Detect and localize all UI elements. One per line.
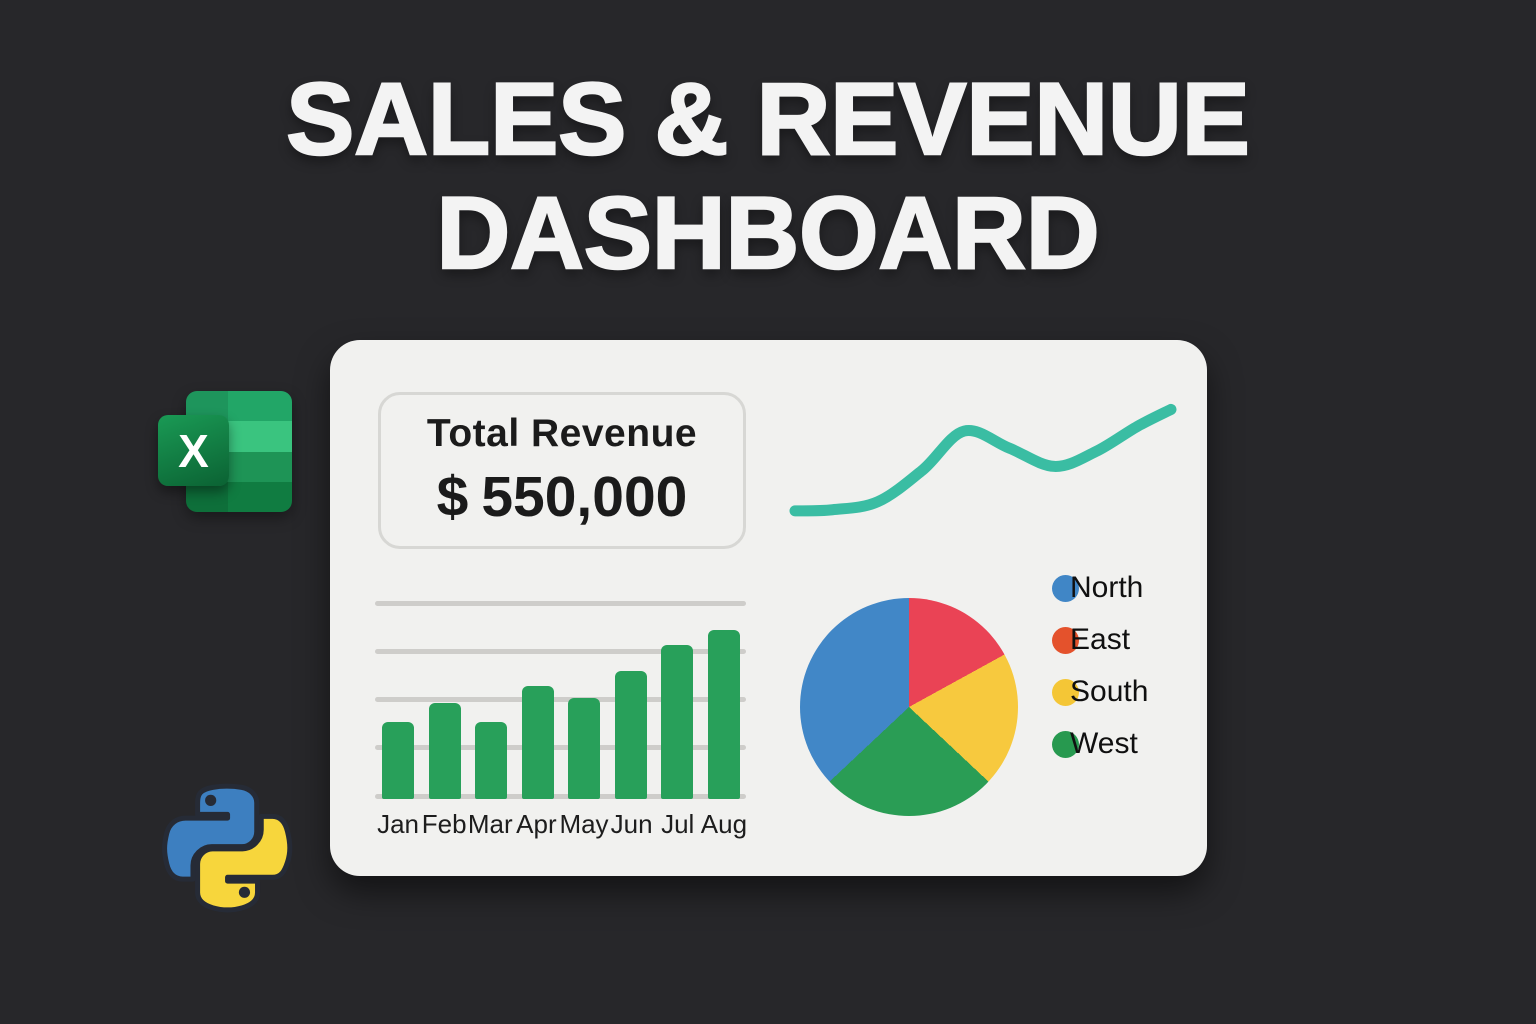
legend-dot-north bbox=[1052, 574, 1079, 602]
bar-cell-may bbox=[561, 603, 608, 799]
bar-chart-month-labels: Jan Feb Mar Apr May Jun Jul Aug bbox=[375, 809, 747, 840]
gridline-1 bbox=[375, 600, 746, 606]
legend-row-west: West bbox=[1052, 718, 1148, 770]
gridline-4 bbox=[375, 745, 746, 751]
bar-apr bbox=[521, 685, 554, 799]
pie-legend: North East South West bbox=[1052, 562, 1148, 770]
legend-dot-south bbox=[1052, 678, 1079, 706]
legend-label-west: West bbox=[1070, 727, 1138, 760]
bar-feb bbox=[428, 702, 461, 799]
x-label-jul: Jul bbox=[661, 809, 695, 839]
regional-share-pie-chart bbox=[800, 598, 1018, 816]
legend-dot-west bbox=[1052, 730, 1079, 758]
legend-row-north: North bbox=[1052, 562, 1148, 614]
gridline-3 bbox=[375, 697, 746, 702]
gridline-2 bbox=[375, 648, 746, 654]
x-label-jun: Jun bbox=[610, 809, 653, 839]
bar-jul bbox=[661, 644, 694, 799]
title-line-1: SALES & REVENUE bbox=[285, 61, 1251, 178]
excel-sheet-band-4 bbox=[186, 481, 292, 512]
excel-x-badge: X bbox=[158, 415, 229, 486]
currency-symbol: $ bbox=[436, 464, 469, 529]
bar-cell-aug bbox=[701, 603, 748, 799]
x-label-apr: Apr bbox=[516, 809, 557, 839]
bar-may bbox=[568, 697, 601, 799]
legend-label-east: East bbox=[1070, 623, 1131, 656]
dashboard-card: Total Revenue $ 550,000 Jan Feb Mar Apr May J… bbox=[330, 340, 1207, 876]
bar-cell-apr bbox=[515, 603, 562, 799]
revenue-amount: 550,000 bbox=[481, 464, 688, 529]
x-label-jan: Jan bbox=[377, 809, 420, 839]
revenue-trend-line-chart bbox=[789, 403, 1177, 517]
bar-mar bbox=[475, 721, 508, 799]
bar-aug bbox=[707, 630, 740, 799]
total-revenue-label: Total Revenue bbox=[426, 411, 698, 455]
excel-x-letter: X bbox=[178, 424, 209, 477]
x-label-feb: Feb bbox=[421, 809, 467, 839]
bar-cell-mar bbox=[468, 603, 515, 799]
title-line-2: DASHBOARD bbox=[435, 175, 1101, 292]
bar-jan bbox=[382, 721, 415, 799]
legend-row-east: East bbox=[1052, 614, 1148, 666]
x-label-may: May bbox=[559, 809, 609, 839]
python-yellow-snake bbox=[195, 813, 293, 913]
x-label-mar: Mar bbox=[467, 809, 513, 839]
total-revenue-value: $ 550,000 bbox=[437, 464, 688, 530]
bar-cell-jun bbox=[608, 603, 655, 799]
gridline-5 bbox=[375, 793, 746, 799]
python-yellow-snake-eye bbox=[238, 886, 251, 898]
python-logo-icon bbox=[162, 783, 293, 913]
legend-label-south: South bbox=[1070, 675, 1149, 708]
bar-cell-jan bbox=[375, 603, 422, 799]
bar-cell-jul bbox=[654, 603, 701, 799]
monthly-sales-bar-chart: Jan Feb Mar Apr May Jun Jul Aug bbox=[375, 600, 747, 839]
x-label-aug: Aug bbox=[700, 809, 748, 839]
trend-line bbox=[789, 403, 1177, 517]
bar-cell-feb bbox=[422, 603, 469, 799]
poster-title: SALES & REVENUE DASHBOARD bbox=[0, 61, 1536, 292]
total-revenue-box: Total Revenue $ 550,000 bbox=[378, 392, 746, 549]
legend-label-north: North bbox=[1070, 571, 1144, 604]
bar-chart-bars bbox=[375, 603, 747, 799]
python-blue-snake bbox=[162, 783, 260, 882]
excel-logo-icon: X bbox=[158, 386, 292, 517]
bar-jun bbox=[614, 671, 647, 799]
legend-dot-east bbox=[1052, 626, 1079, 654]
python-blue-snake-eye bbox=[205, 794, 217, 806]
legend-row-south: South bbox=[1052, 666, 1148, 718]
